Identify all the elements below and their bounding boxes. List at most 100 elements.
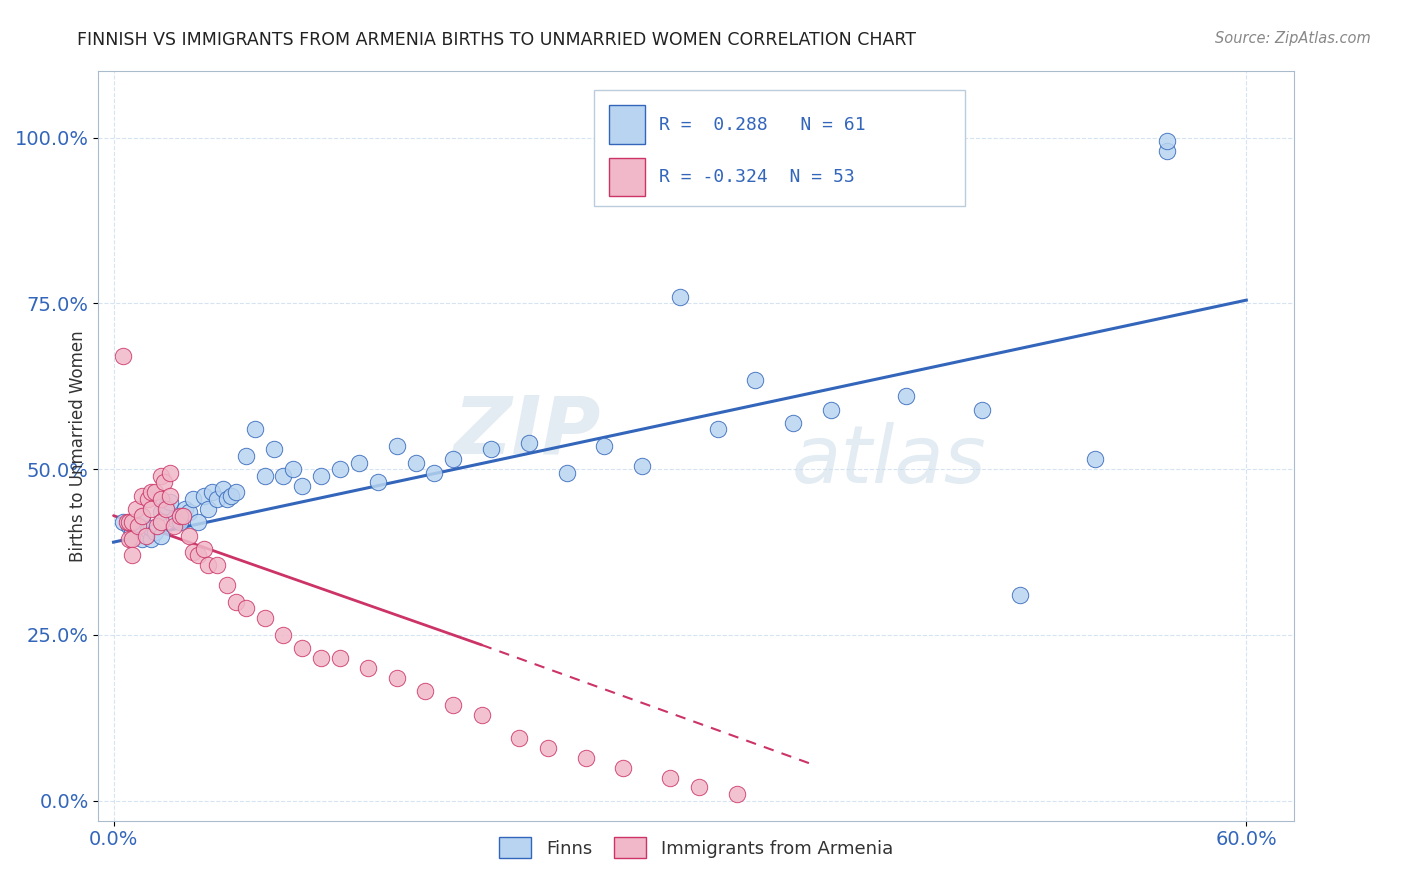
Point bbox=[174, 502, 197, 516]
Point bbox=[169, 508, 191, 523]
Point bbox=[169, 515, 191, 529]
Point bbox=[441, 452, 464, 467]
Point bbox=[163, 512, 186, 526]
Point bbox=[970, 402, 993, 417]
Point bbox=[136, 491, 159, 506]
Point bbox=[127, 516, 149, 531]
Point bbox=[347, 456, 370, 470]
Point bbox=[1008, 588, 1031, 602]
Point bbox=[309, 468, 332, 483]
Point bbox=[820, 402, 842, 417]
Point bbox=[143, 525, 166, 540]
Point bbox=[141, 532, 163, 546]
Text: Source: ZipAtlas.com: Source: ZipAtlas.com bbox=[1215, 31, 1371, 46]
Bar bbox=[609, 105, 644, 144]
Point bbox=[117, 515, 139, 529]
Point bbox=[117, 518, 139, 533]
Point bbox=[131, 508, 153, 523]
Point bbox=[235, 449, 257, 463]
Point bbox=[593, 439, 616, 453]
Point bbox=[291, 479, 314, 493]
Point bbox=[555, 466, 578, 480]
Point bbox=[197, 502, 219, 516]
Point bbox=[235, 601, 257, 615]
Text: FINNISH VS IMMIGRANTS FROM ARMENIA BIRTHS TO UNMARRIED WOMEN CORRELATION CHART: FINNISH VS IMMIGRANTS FROM ARMENIA BIRTH… bbox=[77, 31, 917, 49]
Point bbox=[111, 515, 134, 529]
Point bbox=[187, 515, 209, 529]
Point bbox=[281, 462, 304, 476]
Point bbox=[127, 518, 149, 533]
Point bbox=[253, 468, 276, 483]
Point bbox=[367, 475, 389, 490]
Point bbox=[574, 750, 596, 764]
Point bbox=[631, 458, 654, 473]
Point bbox=[669, 290, 692, 304]
Point bbox=[177, 505, 200, 519]
Point bbox=[725, 787, 748, 801]
Point bbox=[172, 508, 194, 523]
Point bbox=[121, 515, 143, 529]
Point bbox=[193, 489, 215, 503]
Point bbox=[143, 485, 166, 500]
Point bbox=[197, 558, 219, 573]
Point bbox=[149, 515, 172, 529]
Point bbox=[155, 499, 177, 513]
Bar bbox=[609, 158, 644, 196]
Point bbox=[896, 389, 918, 403]
Point bbox=[1084, 452, 1107, 467]
Point bbox=[181, 545, 204, 559]
Point bbox=[782, 416, 804, 430]
Point bbox=[212, 482, 235, 496]
Point bbox=[163, 518, 186, 533]
Point bbox=[385, 671, 408, 685]
Point bbox=[177, 528, 200, 542]
Point bbox=[329, 651, 352, 665]
Point bbox=[357, 661, 380, 675]
Point bbox=[659, 771, 682, 785]
Point bbox=[121, 522, 143, 536]
Point bbox=[181, 491, 204, 506]
Point bbox=[479, 442, 502, 457]
Point bbox=[146, 518, 169, 533]
Text: R =  0.288   N = 61: R = 0.288 N = 61 bbox=[659, 116, 866, 134]
Point bbox=[537, 740, 560, 755]
Point bbox=[121, 525, 143, 540]
Point bbox=[125, 502, 148, 516]
Point bbox=[201, 485, 224, 500]
Point bbox=[517, 435, 540, 450]
Point bbox=[329, 462, 352, 476]
Point bbox=[153, 475, 176, 490]
Text: ZIP: ZIP bbox=[453, 392, 600, 470]
Legend: Finns, Immigrants from Armenia: Finns, Immigrants from Armenia bbox=[492, 830, 900, 865]
Point bbox=[243, 422, 266, 436]
Point bbox=[291, 641, 314, 656]
Point bbox=[1156, 144, 1178, 158]
Point bbox=[193, 541, 215, 556]
Point bbox=[263, 442, 285, 457]
Point bbox=[115, 515, 138, 529]
Point bbox=[219, 489, 242, 503]
Point bbox=[121, 532, 143, 546]
Point bbox=[744, 373, 766, 387]
Point bbox=[253, 611, 276, 625]
Point bbox=[207, 558, 229, 573]
Point bbox=[385, 439, 408, 453]
Point bbox=[131, 489, 153, 503]
Point bbox=[413, 684, 436, 698]
Point bbox=[136, 523, 159, 537]
Point bbox=[215, 578, 238, 592]
Point bbox=[159, 495, 181, 509]
Point bbox=[273, 628, 295, 642]
Point bbox=[273, 468, 295, 483]
Point bbox=[225, 595, 247, 609]
Point bbox=[149, 528, 172, 542]
Point bbox=[441, 698, 464, 712]
Point bbox=[117, 532, 139, 546]
Point bbox=[141, 502, 163, 516]
Point bbox=[423, 466, 446, 480]
Point bbox=[309, 651, 332, 665]
Point bbox=[141, 485, 163, 500]
Point bbox=[141, 520, 163, 534]
Point bbox=[471, 707, 494, 722]
Point bbox=[508, 731, 530, 745]
